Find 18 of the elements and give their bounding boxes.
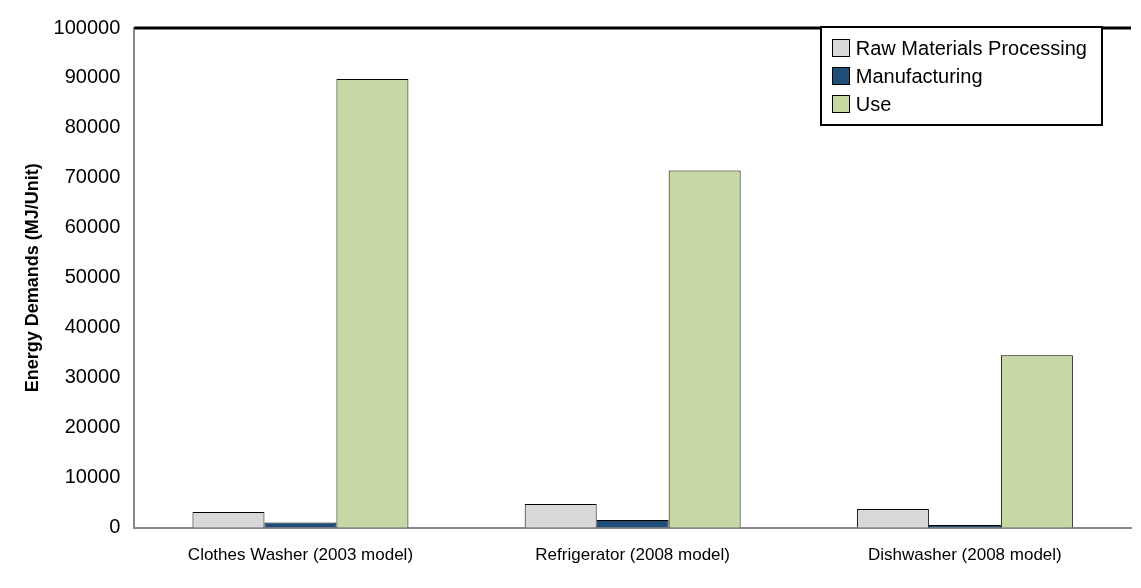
y-axis-title: Energy Demands (MJ/Unit) <box>21 163 42 393</box>
y-tick-label: 60000 <box>64 215 121 238</box>
y-tick-label: 0 <box>109 515 121 538</box>
y-tick-label: 100000 <box>53 15 121 38</box>
x-tick-label: Clothes Washer (2003 model) <box>187 545 414 565</box>
y-tick-label: 30000 <box>64 365 121 388</box>
x-tick-label: Refrigerator (2008 model) <box>535 545 730 565</box>
y-tick-label: 10000 <box>64 465 121 488</box>
y-tick-label: 70000 <box>64 165 121 188</box>
y-tick-label: 50000 <box>64 265 121 288</box>
legend-label: Use <box>855 92 892 117</box>
y-tick-label: 40000 <box>64 315 121 338</box>
y-tick-label: 80000 <box>64 115 121 138</box>
legend-label: Raw Materials Processing <box>855 36 1087 61</box>
x-tick-label: Dishwasher (2008 model) <box>868 545 1062 565</box>
legend-label: Manufacturing <box>855 64 983 89</box>
y-tick-label: 20000 <box>64 415 121 438</box>
y-tick-label: 90000 <box>64 65 121 88</box>
